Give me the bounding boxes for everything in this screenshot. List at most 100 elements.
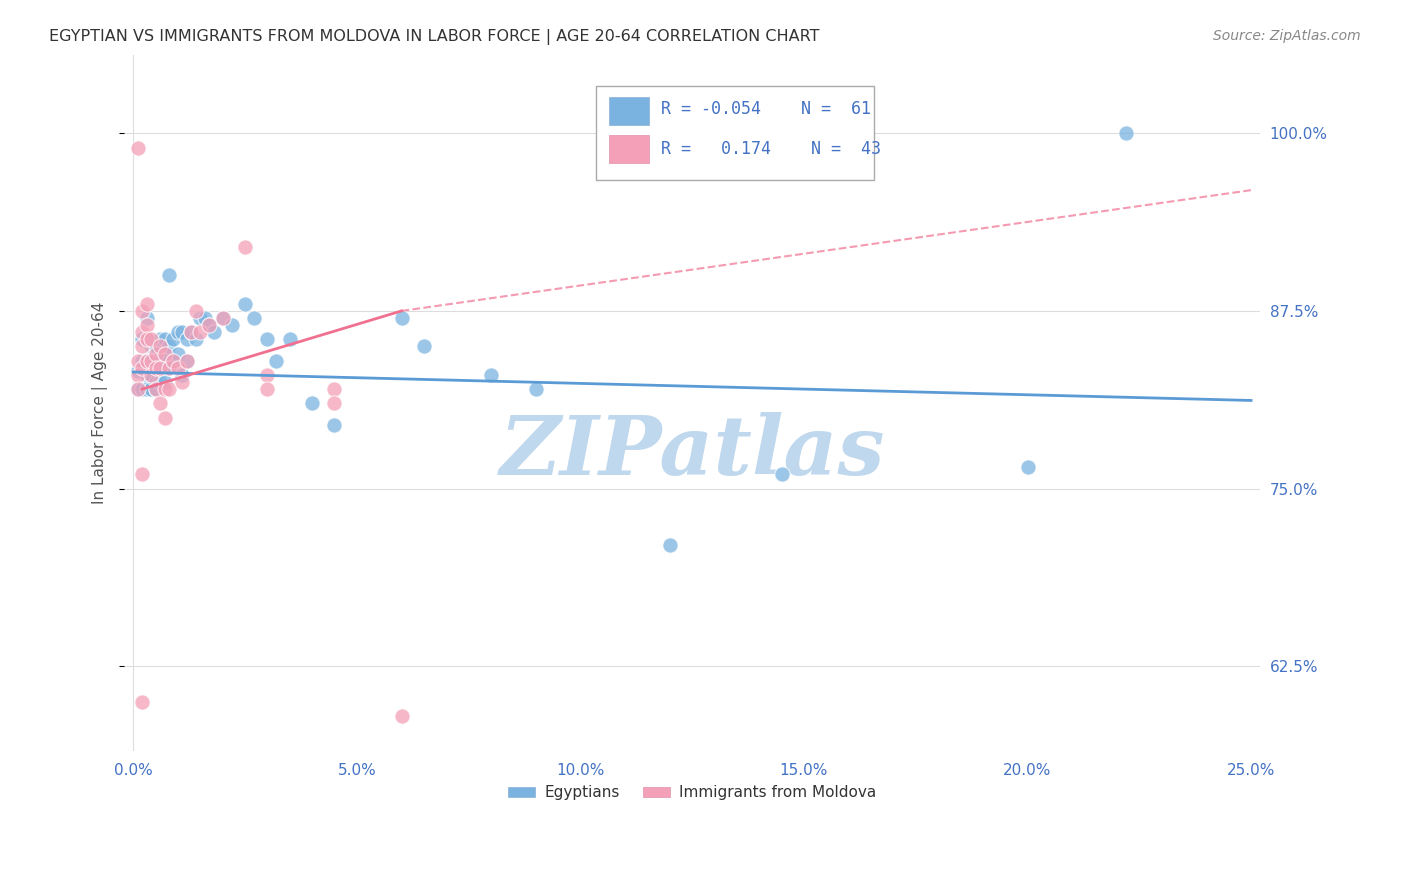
Point [145,360,167,375]
Point [1115,126,1137,140]
Point [153,332,176,346]
Point [127,140,149,154]
Point [658,538,681,552]
Point [131,467,153,482]
Point [135,353,157,368]
Point [127,353,149,368]
Point [479,368,502,382]
Point [135,332,157,346]
Point [172,375,194,389]
Point [153,346,176,360]
Point [233,297,256,311]
Point [145,346,167,360]
Point [770,467,793,482]
Point [149,360,172,375]
Point [139,332,162,346]
Point [162,353,184,368]
Point [198,318,221,333]
Point [176,332,198,346]
Point [139,339,162,353]
Point [131,332,153,346]
Point [139,353,162,368]
Point [127,382,149,396]
Point [391,311,413,326]
Point [131,304,153,318]
Point [131,339,153,353]
Point [131,353,153,368]
Point [172,325,194,339]
Point [153,382,176,396]
Point [139,368,162,382]
Point [233,240,256,254]
Point [145,375,167,389]
Point [127,368,149,382]
Point [323,382,346,396]
Point [139,382,162,396]
Point [135,382,157,396]
Point [188,311,211,326]
Point [153,375,176,389]
Point [180,325,202,339]
Point [135,297,157,311]
Text: R =   0.174    N =  43: R = 0.174 N = 43 [661,140,882,158]
Point [167,325,190,339]
Point [153,410,176,425]
Point [153,346,176,360]
Point [131,382,153,396]
Point [139,353,162,368]
Point [145,360,167,375]
Point [184,304,207,318]
Point [176,353,198,368]
Point [278,332,301,346]
Legend: Egyptians, Immigrants from Moldova: Egyptians, Immigrants from Moldova [502,780,883,806]
Point [167,346,190,360]
Bar [609,136,650,163]
Point [149,375,172,389]
Point [211,311,233,326]
Point [131,325,153,339]
Point [149,396,172,410]
Point [256,382,278,396]
Point [135,353,157,368]
Point [153,360,176,375]
Point [157,339,180,353]
Point [202,325,225,339]
Point [157,360,180,375]
Point [323,417,346,432]
Point [135,311,157,326]
Point [172,368,194,382]
Point [149,339,172,353]
Point [131,695,153,709]
Point [149,360,172,375]
Point [184,332,207,346]
Text: R = -0.054    N =  61: R = -0.054 N = 61 [661,101,872,119]
Text: EGYPTIAN VS IMMIGRANTS FROM MOLDOVA IN LABOR FORCE | AGE 20-64 CORRELATION CHART: EGYPTIAN VS IMMIGRANTS FROM MOLDOVA IN L… [49,29,820,45]
Point [145,382,167,396]
Point [188,325,211,339]
Point [139,368,162,382]
Point [162,353,184,368]
Point [131,360,153,375]
Point [412,339,434,353]
Point [149,332,172,346]
Text: ZIPatlas: ZIPatlas [499,412,884,492]
Point [1017,460,1039,475]
Point [145,353,167,368]
Y-axis label: In Labor Force | Age 20-64: In Labor Force | Age 20-64 [93,302,108,505]
Point [157,382,180,396]
Text: Source: ZipAtlas.com: Source: ZipAtlas.com [1213,29,1361,43]
Point [145,382,167,396]
Point [135,368,157,382]
FancyBboxPatch shape [596,87,875,180]
Point [145,339,167,353]
Point [221,318,243,333]
Point [266,353,288,368]
Point [323,396,346,410]
Point [157,360,180,375]
Point [135,332,157,346]
Point [256,332,278,346]
Point [198,318,221,333]
Point [149,353,172,368]
Point [157,268,180,283]
Point [194,311,217,326]
